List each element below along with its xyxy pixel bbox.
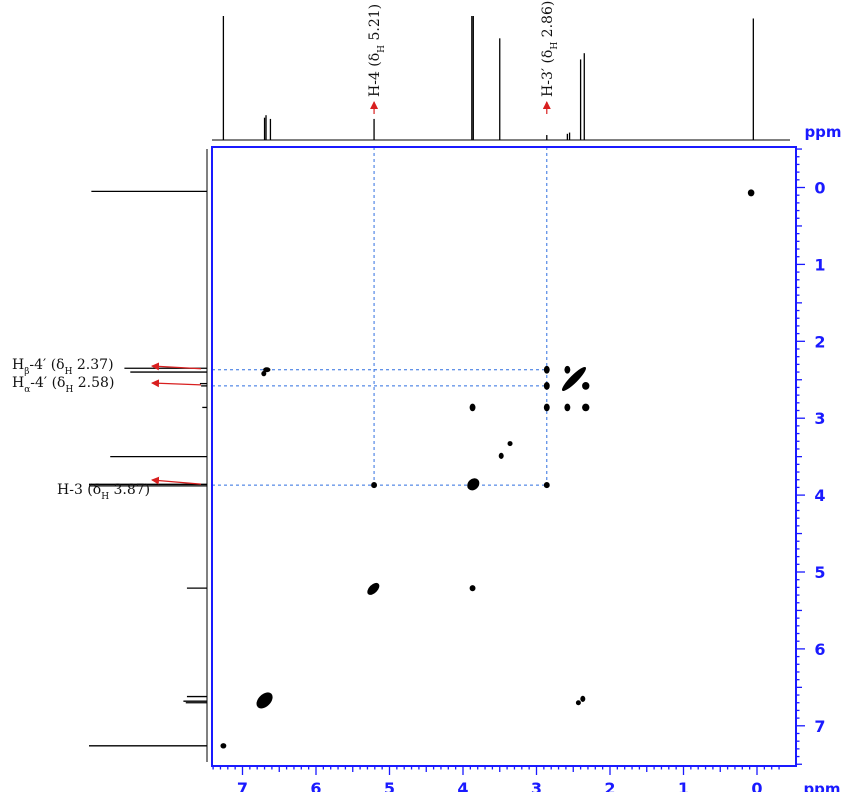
annotation-label: H-3 (δH 3.87)	[57, 482, 150, 502]
cross-peak	[543, 365, 550, 374]
cross-peak	[747, 189, 755, 197]
cross-peak	[564, 403, 571, 412]
x-tick-label: 5	[384, 779, 395, 792]
cross-peak	[261, 370, 267, 377]
annotation-arrow	[151, 362, 202, 371]
annotation-label: Hβ-4′ (δH 2.37)	[12, 357, 114, 377]
x-tick-label: 3	[531, 779, 542, 792]
y-tick-label: 3	[814, 409, 825, 428]
left-1d-projection	[89, 149, 208, 762]
x-tick-label: 6	[310, 779, 321, 792]
x-axis-unit: ppm	[803, 780, 840, 792]
y-tick-label: 6	[814, 640, 825, 659]
y-tick-label: 5	[814, 563, 825, 582]
diagonal-peak	[561, 366, 586, 391]
diagonal-peak	[467, 478, 480, 491]
x-tick-label: 2	[604, 779, 615, 792]
cross-peak	[543, 482, 550, 489]
cross-peak	[543, 403, 550, 412]
y-axis: 0 1 2 3 4 5 6 7 ppm	[796, 123, 842, 765]
cross-peak	[469, 585, 476, 592]
cross-peak	[220, 743, 227, 749]
cross-peak	[263, 367, 271, 373]
top-1d-projection	[212, 16, 790, 141]
y-tick-label: 2	[814, 332, 825, 351]
x-tick-label: 4	[457, 779, 468, 792]
diagonal-peak	[367, 582, 380, 595]
cross-peak	[543, 382, 550, 390]
cross-peak	[469, 403, 476, 412]
annotation-label: H-3′ (δH 2.86)	[540, 1, 560, 97]
y-tick-label: 1	[814, 255, 825, 274]
cross-peak	[575, 700, 581, 706]
x-tick-label: 1	[678, 779, 689, 792]
x-tick-label: 0	[751, 779, 762, 792]
y-tick-label: 0	[814, 179, 825, 198]
cross-peak	[582, 382, 590, 390]
signal-annotations: H-4 (δH 5.21) H-3′ (δH 2.86) Hβ-4′ (δH 2.3…	[12, 1, 560, 502]
cross-peak	[371, 482, 378, 489]
cross-peak	[564, 365, 571, 374]
y-tick-label: 7	[814, 717, 825, 736]
diagonal-peak	[256, 692, 273, 709]
cross-peaks	[220, 189, 755, 749]
cross-peak	[582, 403, 590, 412]
annotation-arrow	[151, 476, 202, 485]
annotation-arrow	[151, 379, 202, 388]
y-axis-unit: ppm	[804, 123, 841, 141]
x-axis: 7 6 5 4 3 2 1 0 ppm	[212, 766, 841, 792]
annotation-label: H-4 (δH 5.21)	[367, 4, 387, 97]
y-tick-label: 4	[814, 486, 825, 505]
cross-peak	[507, 441, 513, 447]
annotation-label: Hα-4′ (δH 2.58)	[12, 375, 114, 395]
cross-peak	[580, 695, 586, 702]
x-tick-label: 7	[237, 779, 248, 792]
cross-peak	[498, 452, 504, 459]
